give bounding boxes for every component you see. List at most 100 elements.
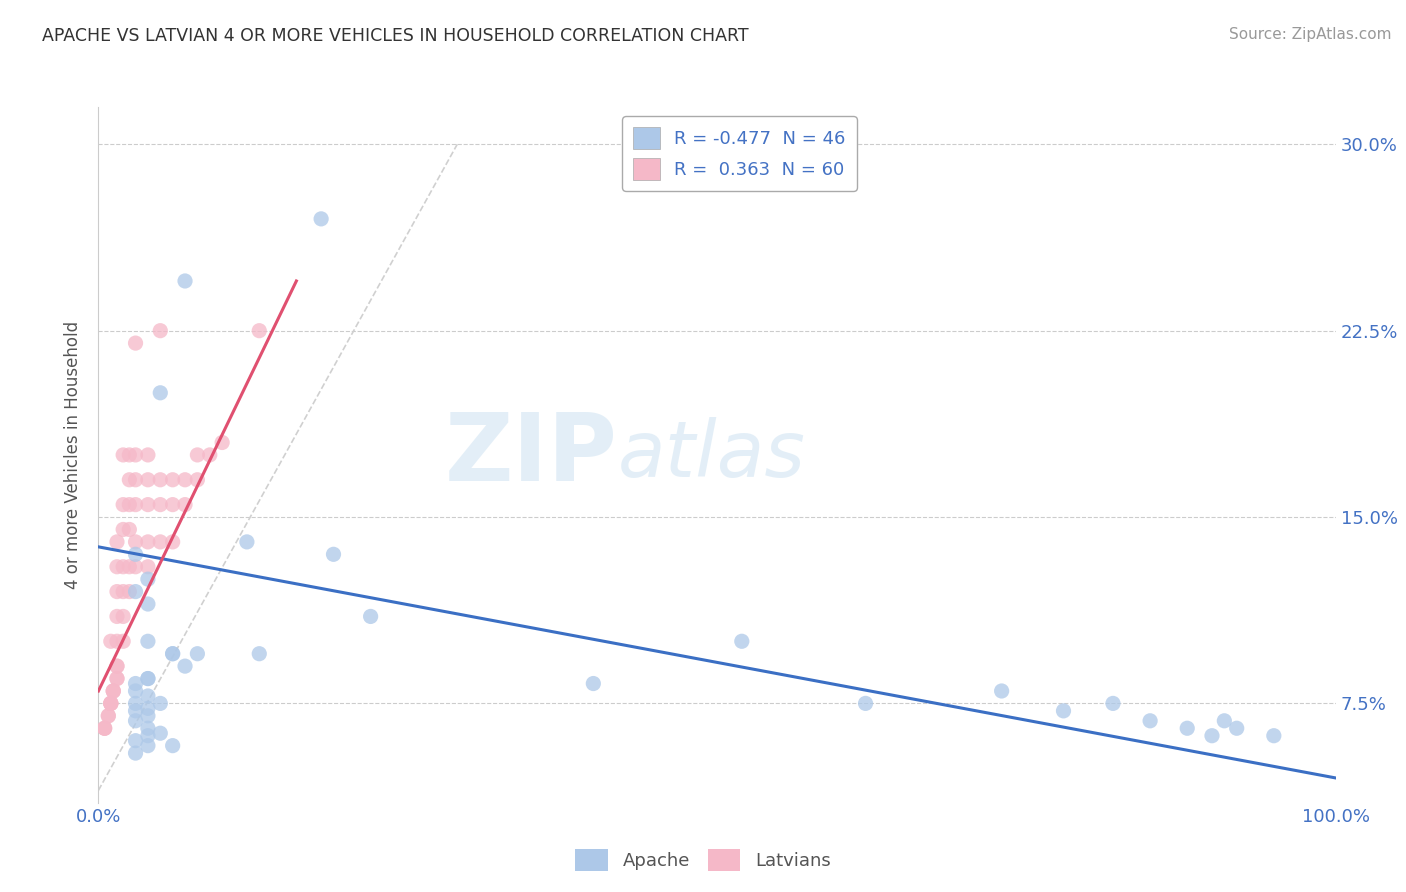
Point (124, 473, 146, 487)
Point (100, 697, 122, 711)
Point (124, 534, 146, 549)
Point (247, 647, 270, 661)
Point (136, 729, 159, 743)
Point (93, 721, 115, 735)
Point (100, 697, 122, 711)
Legend: R = -0.477  N = 46, R =  0.363  N = 60: R = -0.477 N = 46, R = 0.363 N = 60 (621, 116, 856, 191)
Point (247, 324, 270, 338)
Point (174, 473, 197, 487)
Point (1263, 729, 1285, 743)
Point (731, 634, 754, 648)
Point (124, 714, 146, 728)
Point (124, 676, 146, 690)
Y-axis label: 4 or more Vehicles in Household: 4 or more Vehicles in Household (65, 321, 83, 589)
Point (322, 547, 344, 561)
Point (136, 689, 159, 703)
Point (211, 435, 233, 450)
Point (105, 659, 128, 673)
Point (149, 385, 172, 400)
Point (174, 498, 197, 512)
Point (162, 534, 184, 549)
Point (105, 584, 128, 599)
Point (186, 448, 208, 462)
Point (149, 534, 172, 549)
Point (149, 473, 172, 487)
Point (124, 559, 146, 574)
Text: ZIP: ZIP (446, 409, 619, 501)
Point (149, 726, 172, 740)
Point (136, 597, 159, 611)
Point (103, 684, 125, 698)
Text: atlas: atlas (619, 417, 806, 493)
Point (124, 584, 146, 599)
Point (162, 647, 184, 661)
Point (124, 448, 146, 462)
Point (136, 739, 159, 753)
Point (105, 672, 128, 686)
Point (149, 498, 172, 512)
Point (100, 634, 122, 648)
Point (112, 498, 135, 512)
Point (124, 684, 146, 698)
Point (105, 659, 128, 673)
Point (236, 534, 259, 549)
Point (136, 672, 159, 686)
Point (1226, 721, 1249, 735)
Point (162, 498, 184, 512)
Point (582, 676, 605, 690)
Point (136, 672, 159, 686)
Point (162, 647, 184, 661)
Point (124, 733, 146, 747)
Point (124, 336, 146, 351)
Point (105, 609, 128, 624)
Point (118, 559, 141, 574)
Point (855, 697, 877, 711)
Point (93, 721, 115, 735)
Point (124, 547, 146, 561)
Point (309, 211, 332, 226)
Point (162, 473, 184, 487)
Point (136, 701, 159, 715)
Point (1052, 704, 1074, 718)
Point (136, 572, 159, 586)
Point (100, 697, 122, 711)
Point (136, 559, 159, 574)
Point (1139, 714, 1161, 728)
Point (105, 672, 128, 686)
Point (186, 647, 208, 661)
Text: APACHE VS LATVIAN 4 OR MORE VEHICLES IN HOUSEHOLD CORRELATION CHART: APACHE VS LATVIAN 4 OR MORE VEHICLES IN … (42, 27, 749, 45)
Point (118, 523, 141, 537)
Point (103, 684, 125, 698)
Point (100, 697, 122, 711)
Point (124, 498, 146, 512)
Point (1102, 697, 1125, 711)
Point (198, 448, 221, 462)
Point (118, 473, 141, 487)
Point (97, 708, 120, 723)
Point (105, 634, 128, 648)
Point (103, 684, 125, 698)
Point (136, 473, 159, 487)
Point (112, 584, 135, 599)
Point (186, 473, 208, 487)
Point (118, 448, 141, 462)
Point (112, 609, 135, 624)
Point (136, 721, 159, 735)
Point (105, 534, 128, 549)
Point (174, 659, 197, 673)
Point (136, 498, 159, 512)
Point (1175, 721, 1198, 735)
Point (990, 684, 1012, 698)
Point (149, 697, 172, 711)
Point (118, 498, 141, 512)
Point (97, 708, 120, 723)
Point (112, 448, 135, 462)
Point (105, 559, 128, 574)
Point (93, 721, 115, 735)
Point (136, 448, 159, 462)
Point (174, 274, 197, 288)
Point (118, 584, 141, 599)
Point (112, 523, 135, 537)
Point (149, 324, 172, 338)
Point (360, 609, 382, 624)
